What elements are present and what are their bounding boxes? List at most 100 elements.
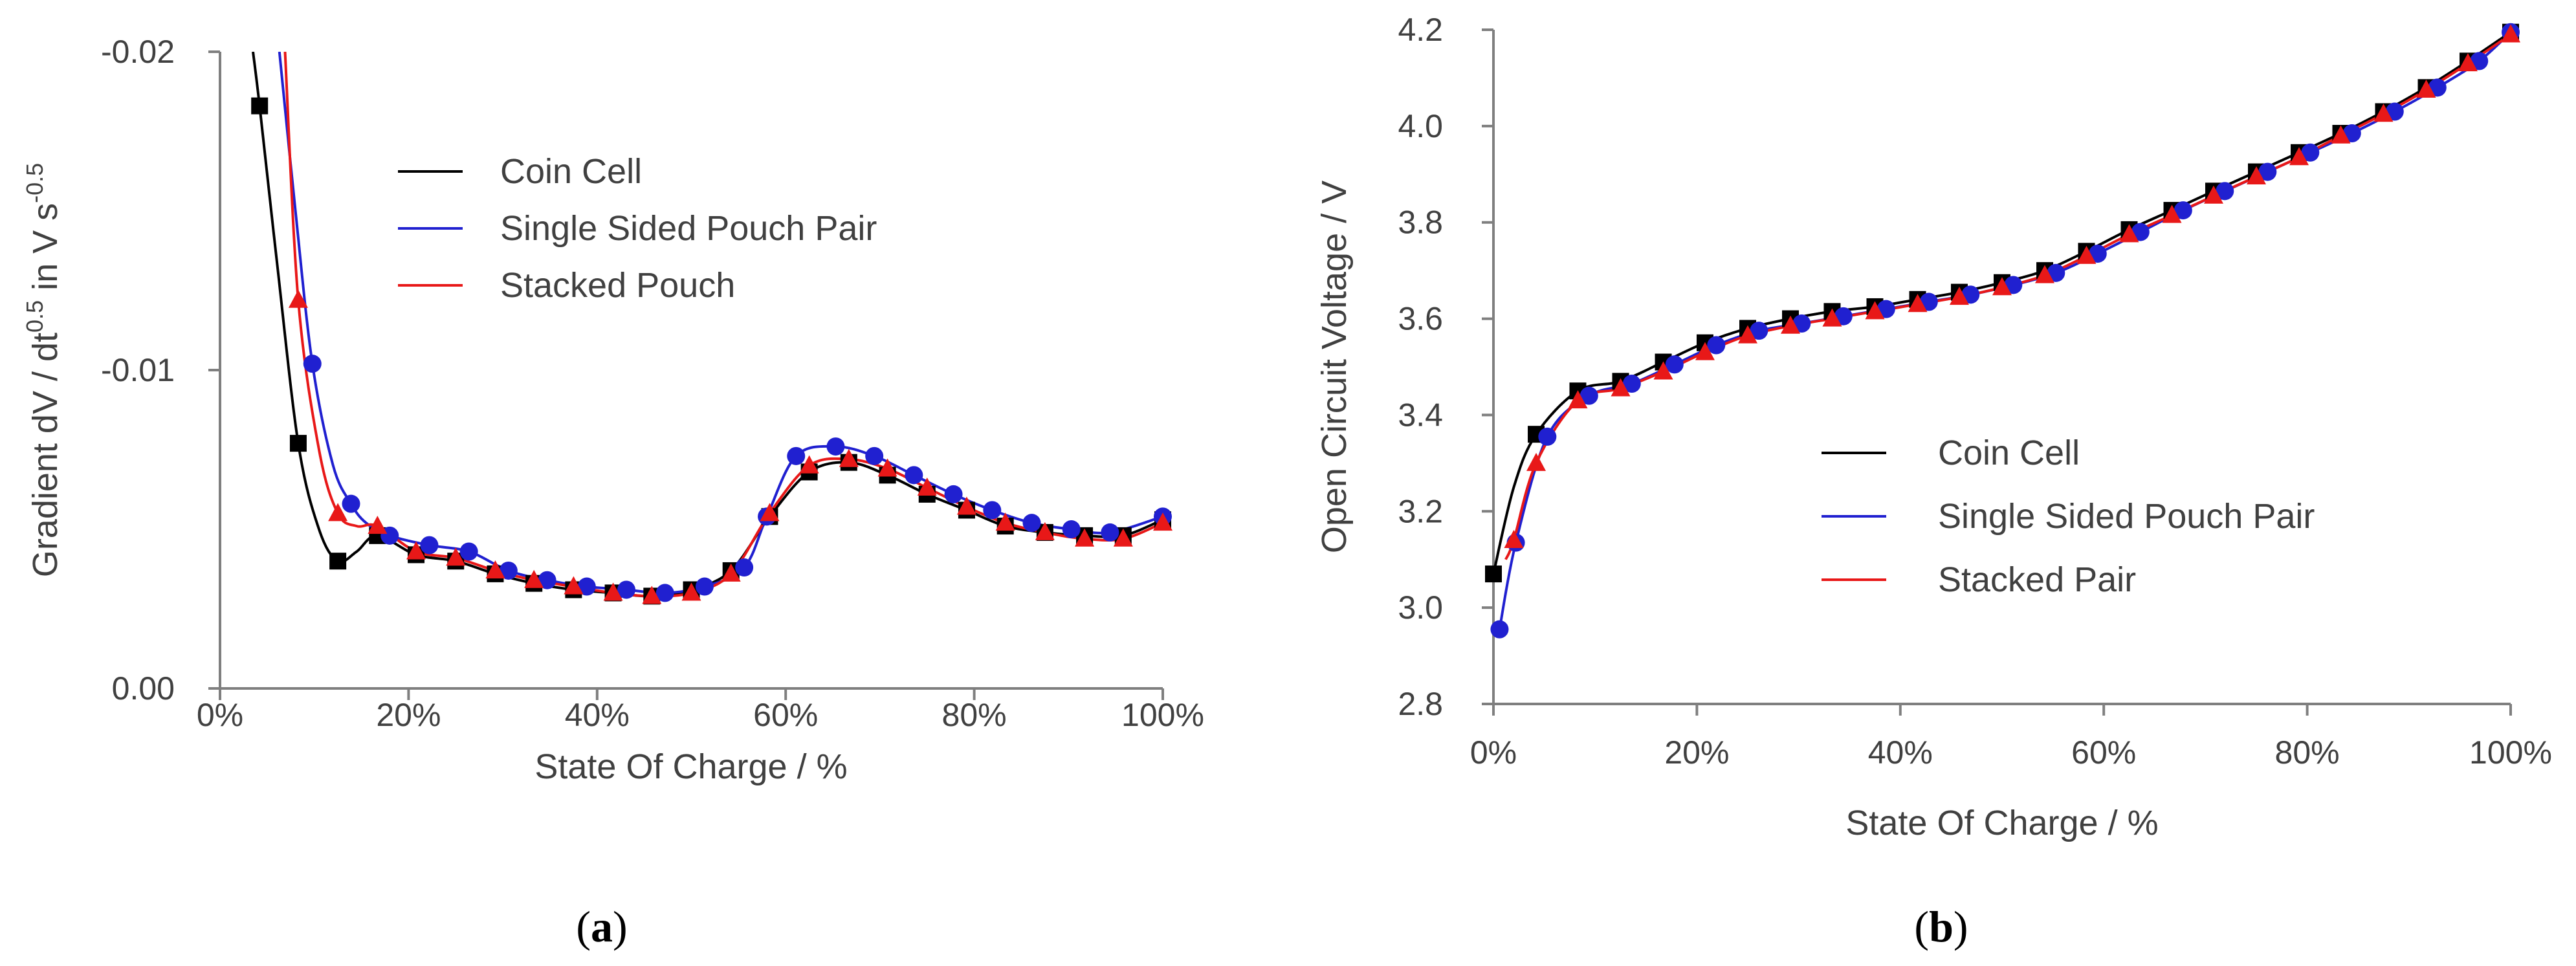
chart-a-point-circle [735,558,754,577]
chart-a-point-triangle [995,512,1015,531]
chart-a-series-line-coin-cell [252,52,1163,598]
chart-b-y-tick-label: 4.2 [1398,12,1443,48]
chart-b-point-triangle [1611,378,1631,397]
chart-b-x-ticks: 0% 20% 40% 60% 80% 100% [1470,704,2552,771]
chart-a-point-triangle [524,569,544,588]
chart-b-point-triangle [2289,147,2309,166]
chart-a-point-circle [459,542,478,561]
chart-b-point-triangle [2119,224,2139,243]
chart-b-point-triangle [1822,308,1842,327]
chart-b-point-triangle [1653,361,1673,380]
chart-a-series-line-single-sided-pouch-pair [278,52,1163,595]
chart-a: 0% 20% 40% 60% 80% 100% 0.00 -0.01 -0.02 State … [21,34,1204,951]
chart-a-y-tick-label: 0.00 [112,670,175,707]
chart-a-point-triangle [917,478,937,496]
chart-b-series-line-single-sided-pouch-pair [1498,31,2512,630]
chart-b-x-tick-label: 60% [2071,734,2136,771]
chart-a-point-triangle [839,448,859,467]
chart-b-point-triangle [1865,301,1885,320]
chart-b-x-tick-label: 40% [1868,734,1933,771]
chart-b-y-tick-label: 4.0 [1398,108,1443,144]
chart-b-point-triangle [1781,315,1801,334]
chart-b-point-circle [1707,336,1726,355]
chart-a-point-circle [420,536,439,554]
chart-a-point-triangle [1153,512,1172,531]
chart-b-point-triangle [2247,166,2266,185]
chart-b-point-circle [2174,201,2192,220]
chart-a-point-circle [983,501,1002,520]
chart-b-point-triangle [1695,342,1715,360]
chart-b-x-axis-label: State Of Charge / % [1845,804,2158,842]
chart-a-point-triangle [564,576,584,595]
chart-a-point-triangle [288,289,308,308]
chart-a-legend-label: Coin Cell [500,152,642,191]
chart-a-y-tick-label: -0.02 [101,34,175,70]
chart-a-legend: Coin Cell Single Sided Pouch Pair Stacked … [398,152,877,305]
chart-b-point-triangle [2331,125,2351,144]
chart-a-point-circle [905,466,923,485]
chart-b-legend-label: Coin Cell [1938,434,2080,472]
chart-b-point-triangle [2373,104,2394,122]
chart-a-y-tick-label: -0.01 [101,352,175,388]
chart-a-point-circle [944,485,963,503]
chart-a-x-ticks: 0% 20% 40% 60% 80% 100% [197,688,1204,733]
chart-b-y-tick-label: 3.8 [1398,204,1443,241]
chart-a-point-triangle [1113,528,1133,547]
chart-a-point-circle [499,561,518,580]
chart-b-point-square [1485,565,1502,583]
chart-b-point-triangle [1568,390,1588,409]
chart-a-point-triangle [956,496,976,515]
chart-a-x-tick-label: 60% [753,697,818,733]
chart-b-point-triangle [1908,294,1928,313]
chart-a-x-tick-label: 20% [376,697,441,733]
chart-b-point-circle [1665,355,1684,374]
chart-a-y-ticks: 0.00 -0.01 -0.02 [101,34,220,707]
chart-a-point-triangle [642,586,662,604]
chart-a-point-triangle [1035,521,1055,540]
chart-a-point-triangle [760,503,780,521]
chart-a-legend-label: Single Sided Pouch Pair [500,209,877,248]
chart-a-point-triangle [406,541,426,560]
chart-a-point-triangle [799,455,819,474]
chart-a-point-triangle [446,547,466,566]
chart-b-point-triangle [1738,325,1757,344]
chart-b-point-circle [1490,620,1509,639]
chart-a-point-circle [617,580,635,599]
chart-a-point-triangle [1075,528,1095,547]
chart-b-series-line-stacked-pair [1504,33,2512,560]
chart-a-point-square [289,435,307,452]
chart-b-y-tick-label: 3.0 [1398,589,1443,626]
chart-a-series [251,52,1172,605]
chart-b-point-circle [1538,427,1557,446]
chart-a-x-tick-label: 100% [1121,697,1204,733]
chart-b-x-tick-label: 80% [2275,734,2340,771]
chart-a-x-tick-label: 40% [565,697,630,733]
chart-a-point-circle [538,571,556,589]
chart-b-point-circle [1750,322,1768,340]
chart-b-x-tick-label: 100% [2469,734,2552,771]
chart-b-point-circle [2258,162,2277,181]
chart-b-y-tick-label: 3.4 [1398,397,1443,433]
chart-a-point-square [251,97,269,115]
chart-b-point-triangle [1992,277,2012,296]
panel-label-b: (b) [1914,902,1968,951]
chart-a-point-triangle [721,563,741,582]
chart-b-x-tick-label: 20% [1664,734,1729,771]
chart-a-point-circle [826,437,845,456]
chart-a-point-triangle [681,582,701,601]
chart-b-point-circle [1580,386,1598,405]
chart-a-point-circle [1062,520,1081,538]
chart-b-y-ticks: 2.8 3.0 3.2 3.4 3.6 3.8 4.0 4.2 [1398,12,1493,722]
chart-a-point-square [329,553,347,570]
chart-b-point-circle [1622,375,1641,393]
chart-a-point-circle [695,577,714,596]
chart-a-x-tick-label: 80% [942,697,1007,733]
chart-b-series-line-coin-cell [1492,31,2512,575]
chart-a-point-circle [577,577,596,596]
chart-b-point-triangle [2035,265,2055,283]
chart-a-point-circle [655,584,674,602]
chart-a-point-triangle [328,503,348,521]
chart-a-legend-label: Stacked Pouch [500,266,735,305]
chart-b-point-triangle [2076,245,2097,264]
